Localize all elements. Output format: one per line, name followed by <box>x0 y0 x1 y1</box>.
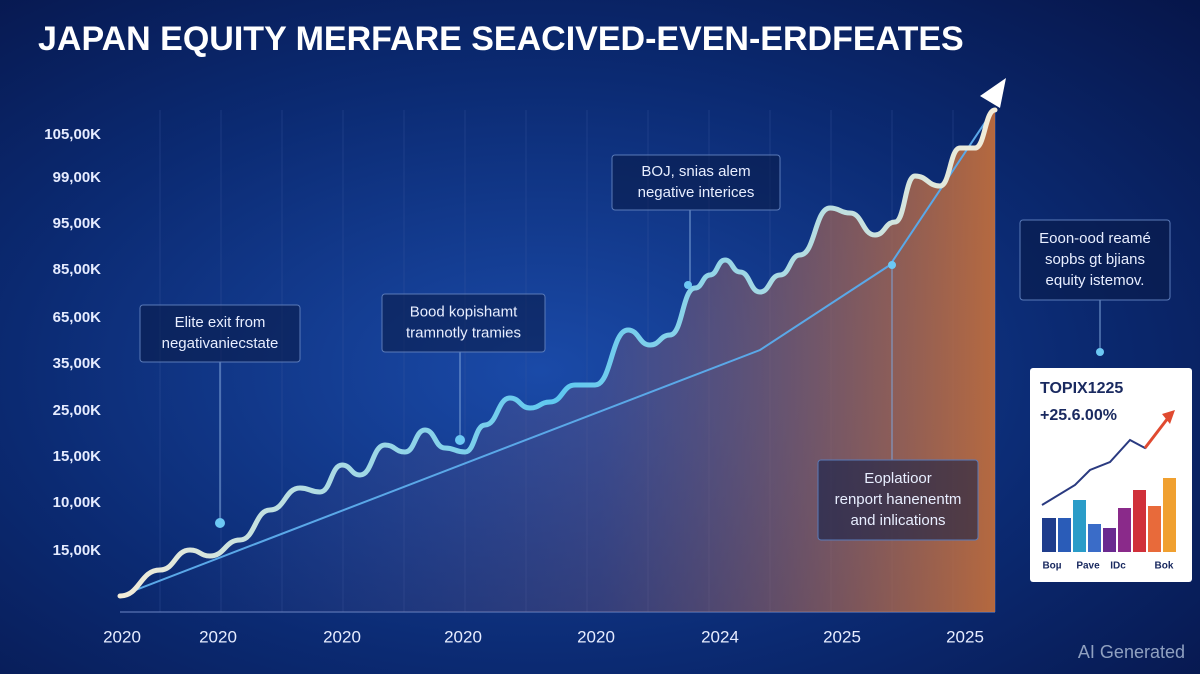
annotation-text: Eoplatioor <box>864 470 932 487</box>
inset-title: TOPIX1225 <box>1040 380 1123 397</box>
x-axis-label: 2024 <box>701 627 739 646</box>
annotation-text: sopbs gt bjians <box>1045 251 1145 268</box>
trend-line <box>119 114 991 597</box>
x-axis-label: 2020 <box>444 627 482 646</box>
inset-label: Pave <box>1076 561 1100 572</box>
inset-card: TOPIX1225 +25.6.00% Boµ Pave IDc Bok <box>1030 368 1192 582</box>
y-axis-label: 85,00K <box>53 261 102 278</box>
inset-change: +25.6.00% <box>1040 407 1117 424</box>
x-axis-label: 2020 <box>199 627 237 646</box>
annotation-text: renport hanenentm <box>835 491 962 508</box>
arrow-head <box>980 78 1006 108</box>
x-axis-label: 2020 <box>323 627 361 646</box>
annotation-box <box>817 459 979 541</box>
connectors <box>219 210 1101 523</box>
annotation-text: and inlications <box>850 512 945 529</box>
inset-bars <box>1042 478 1176 552</box>
annotation-text: negative interices <box>638 184 755 201</box>
y-axis-label: 35,00K <box>53 355 102 372</box>
y-axis-label: 10,00K <box>53 494 102 511</box>
inset-label: IDc <box>1110 561 1126 572</box>
annotation-text: BOJ, snias alem <box>641 163 750 180</box>
x-axis-label: 2025 <box>823 627 861 646</box>
wavy-line <box>117 107 998 599</box>
y-axis-label: 65,00K <box>53 309 102 326</box>
annotation-text: equity istemov. <box>1046 272 1145 289</box>
annotations: Elite exit from negativaniecstate Bood kop… <box>139 154 1171 541</box>
title: JAPAN EQUITY MERFARE SEACIVED-EVEN-ERDFE… <box>38 20 964 58</box>
annotation-text: negativaniecstate <box>162 335 279 352</box>
annotation-text: tramnotly tramies <box>406 324 521 341</box>
watermark: AI Generated <box>1078 642 1185 662</box>
annotation-text: Bood kopishamt <box>410 303 518 320</box>
y-axis-label: 105,00K <box>44 126 101 143</box>
annotation-text: Eoon-ood reamé <box>1039 230 1151 247</box>
annotation-box <box>1019 219 1171 301</box>
y-axis-label: 95,00K <box>53 215 102 232</box>
annotation-box <box>381 293 546 353</box>
annotation-text: Elite exit from <box>175 314 266 331</box>
x-axis-label: 2025 <box>946 627 984 646</box>
inset-label: Boµ <box>1042 561 1061 572</box>
y-axis-label: 25,00K <box>53 402 102 419</box>
x-axis-label: 2020 <box>577 627 615 646</box>
annotation-box <box>611 154 781 211</box>
area-fill <box>120 110 995 612</box>
x-axis-label: 2020 <box>103 627 141 646</box>
y-axis-label: 99,00K <box>53 169 102 186</box>
y-axis-label: 15,00K <box>53 542 102 559</box>
y-axis-label: 15,00K <box>53 448 102 465</box>
inset-label: Bok <box>1155 561 1174 572</box>
markers <box>215 261 1104 528</box>
annotation-box <box>139 304 301 363</box>
